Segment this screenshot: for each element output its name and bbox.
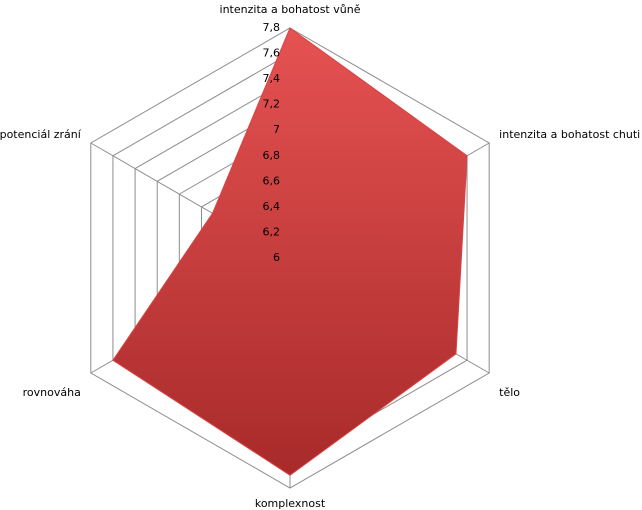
data-area <box>112 27 468 476</box>
tick-label: 6,4 <box>263 200 281 213</box>
tick-label: 7 <box>273 123 280 136</box>
category-label: komplexnost <box>255 497 326 510</box>
tick-label: 6,8 <box>263 149 281 162</box>
tick-label: 6,6 <box>263 174 281 187</box>
tick-label: 7,2 <box>263 98 281 111</box>
tick-label: 7,6 <box>263 47 281 60</box>
tick-label: 6,2 <box>263 225 281 238</box>
category-label: potenciál zrání <box>0 128 82 141</box>
tick-label: 6 <box>273 251 280 264</box>
tick-label: 7,4 <box>263 72 281 85</box>
category-label: intenzita a bohatost vůně <box>220 3 361 16</box>
category-label: tělo <box>499 386 520 399</box>
category-label: rovnováha <box>23 386 81 399</box>
category-label: intenzita a bohatost chuti <box>499 128 640 141</box>
tick-label: 7,8 <box>263 21 281 34</box>
